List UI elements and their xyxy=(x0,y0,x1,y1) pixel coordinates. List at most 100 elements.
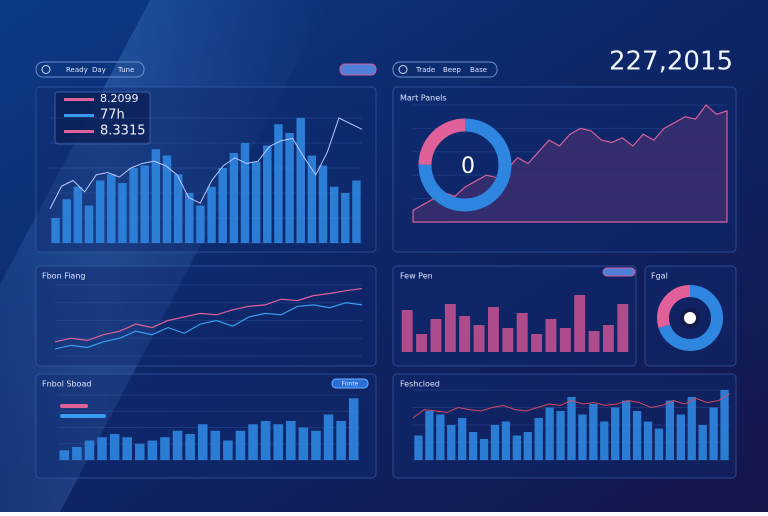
line xyxy=(49,117,363,210)
bar xyxy=(173,174,183,243)
bar xyxy=(436,414,445,460)
bar xyxy=(352,180,361,243)
bar xyxy=(84,440,95,460)
bar xyxy=(720,390,729,460)
bar xyxy=(545,407,554,460)
bar xyxy=(556,411,565,460)
bar xyxy=(260,421,271,460)
tab: Beep xyxy=(443,66,461,74)
bar xyxy=(687,397,696,460)
tab-bar[interactable] xyxy=(35,61,145,78)
tab: Ready xyxy=(66,66,88,74)
bar xyxy=(416,334,428,352)
panel xyxy=(392,265,637,367)
bar xyxy=(468,432,478,460)
bar xyxy=(574,295,586,352)
legend-value: 77h xyxy=(100,108,125,123)
bar xyxy=(135,443,145,460)
panel-title: Fgal xyxy=(651,272,668,281)
bar xyxy=(589,404,598,460)
legend-swatch xyxy=(60,414,106,418)
panel-title: Fbon Fiang xyxy=(42,272,85,281)
bar xyxy=(444,304,456,352)
bar xyxy=(162,155,172,243)
toggle[interactable] xyxy=(602,267,636,277)
bar xyxy=(559,328,571,352)
bar xyxy=(296,118,305,243)
total: 227,2015 xyxy=(609,47,733,77)
bar xyxy=(207,186,216,243)
bar xyxy=(531,334,543,352)
line xyxy=(412,393,731,419)
icon xyxy=(398,65,408,74)
bar xyxy=(151,149,161,243)
bar xyxy=(311,430,321,460)
legend-swatch xyxy=(60,404,88,408)
bar xyxy=(588,331,600,352)
legend-swatch xyxy=(64,130,94,133)
bar xyxy=(140,165,149,243)
bar xyxy=(298,427,309,460)
bar xyxy=(545,319,557,352)
legend-value: 8.3315 xyxy=(100,124,146,139)
bar xyxy=(129,168,138,243)
bar xyxy=(196,205,205,243)
donut-segment xyxy=(418,118,512,212)
toggle[interactable] xyxy=(339,63,377,76)
bar xyxy=(185,193,194,243)
bar xyxy=(458,418,467,460)
tab-bar[interactable] xyxy=(392,61,498,78)
bar xyxy=(447,425,456,460)
bar xyxy=(218,168,227,243)
bar xyxy=(611,407,620,460)
bar xyxy=(160,437,170,460)
bar xyxy=(523,432,532,460)
bar xyxy=(654,428,664,460)
bar xyxy=(185,434,195,460)
bar xyxy=(698,425,707,460)
bar xyxy=(430,319,442,352)
tab: Day xyxy=(92,66,106,74)
legend-label: Fonte xyxy=(342,381,359,388)
panel-title: Feshcloed xyxy=(400,380,440,389)
bar xyxy=(323,414,334,460)
bar xyxy=(425,411,434,460)
tab: Base xyxy=(470,66,487,74)
bar xyxy=(401,310,413,352)
bar xyxy=(414,435,423,460)
bar xyxy=(307,155,317,243)
bar xyxy=(567,397,576,460)
bar xyxy=(95,180,105,243)
panel-title: Fnbol Sboad xyxy=(42,380,91,389)
bar xyxy=(473,325,485,352)
bar xyxy=(51,218,60,243)
bar xyxy=(118,183,127,243)
bar xyxy=(479,439,489,460)
donut-segment xyxy=(657,285,723,351)
bar xyxy=(84,205,94,243)
bar xyxy=(97,437,107,460)
line xyxy=(54,302,363,350)
bar xyxy=(336,421,346,460)
bar xyxy=(709,407,718,460)
line xyxy=(54,287,363,343)
tab: Trade xyxy=(415,66,435,74)
bar xyxy=(516,313,528,352)
bar xyxy=(318,165,328,243)
bar xyxy=(285,133,294,243)
bar xyxy=(512,435,521,460)
bar xyxy=(210,430,221,460)
bar xyxy=(248,424,258,460)
bar xyxy=(632,411,642,460)
legend-swatch xyxy=(64,114,94,117)
toggle[interactable] xyxy=(331,378,369,389)
tab: Tune xyxy=(117,66,134,74)
bar xyxy=(502,328,514,352)
bar xyxy=(329,186,339,243)
bar xyxy=(147,440,158,460)
donut-center: 0 xyxy=(461,154,475,179)
bar xyxy=(107,174,116,243)
bar xyxy=(109,434,120,460)
bar xyxy=(676,414,685,460)
